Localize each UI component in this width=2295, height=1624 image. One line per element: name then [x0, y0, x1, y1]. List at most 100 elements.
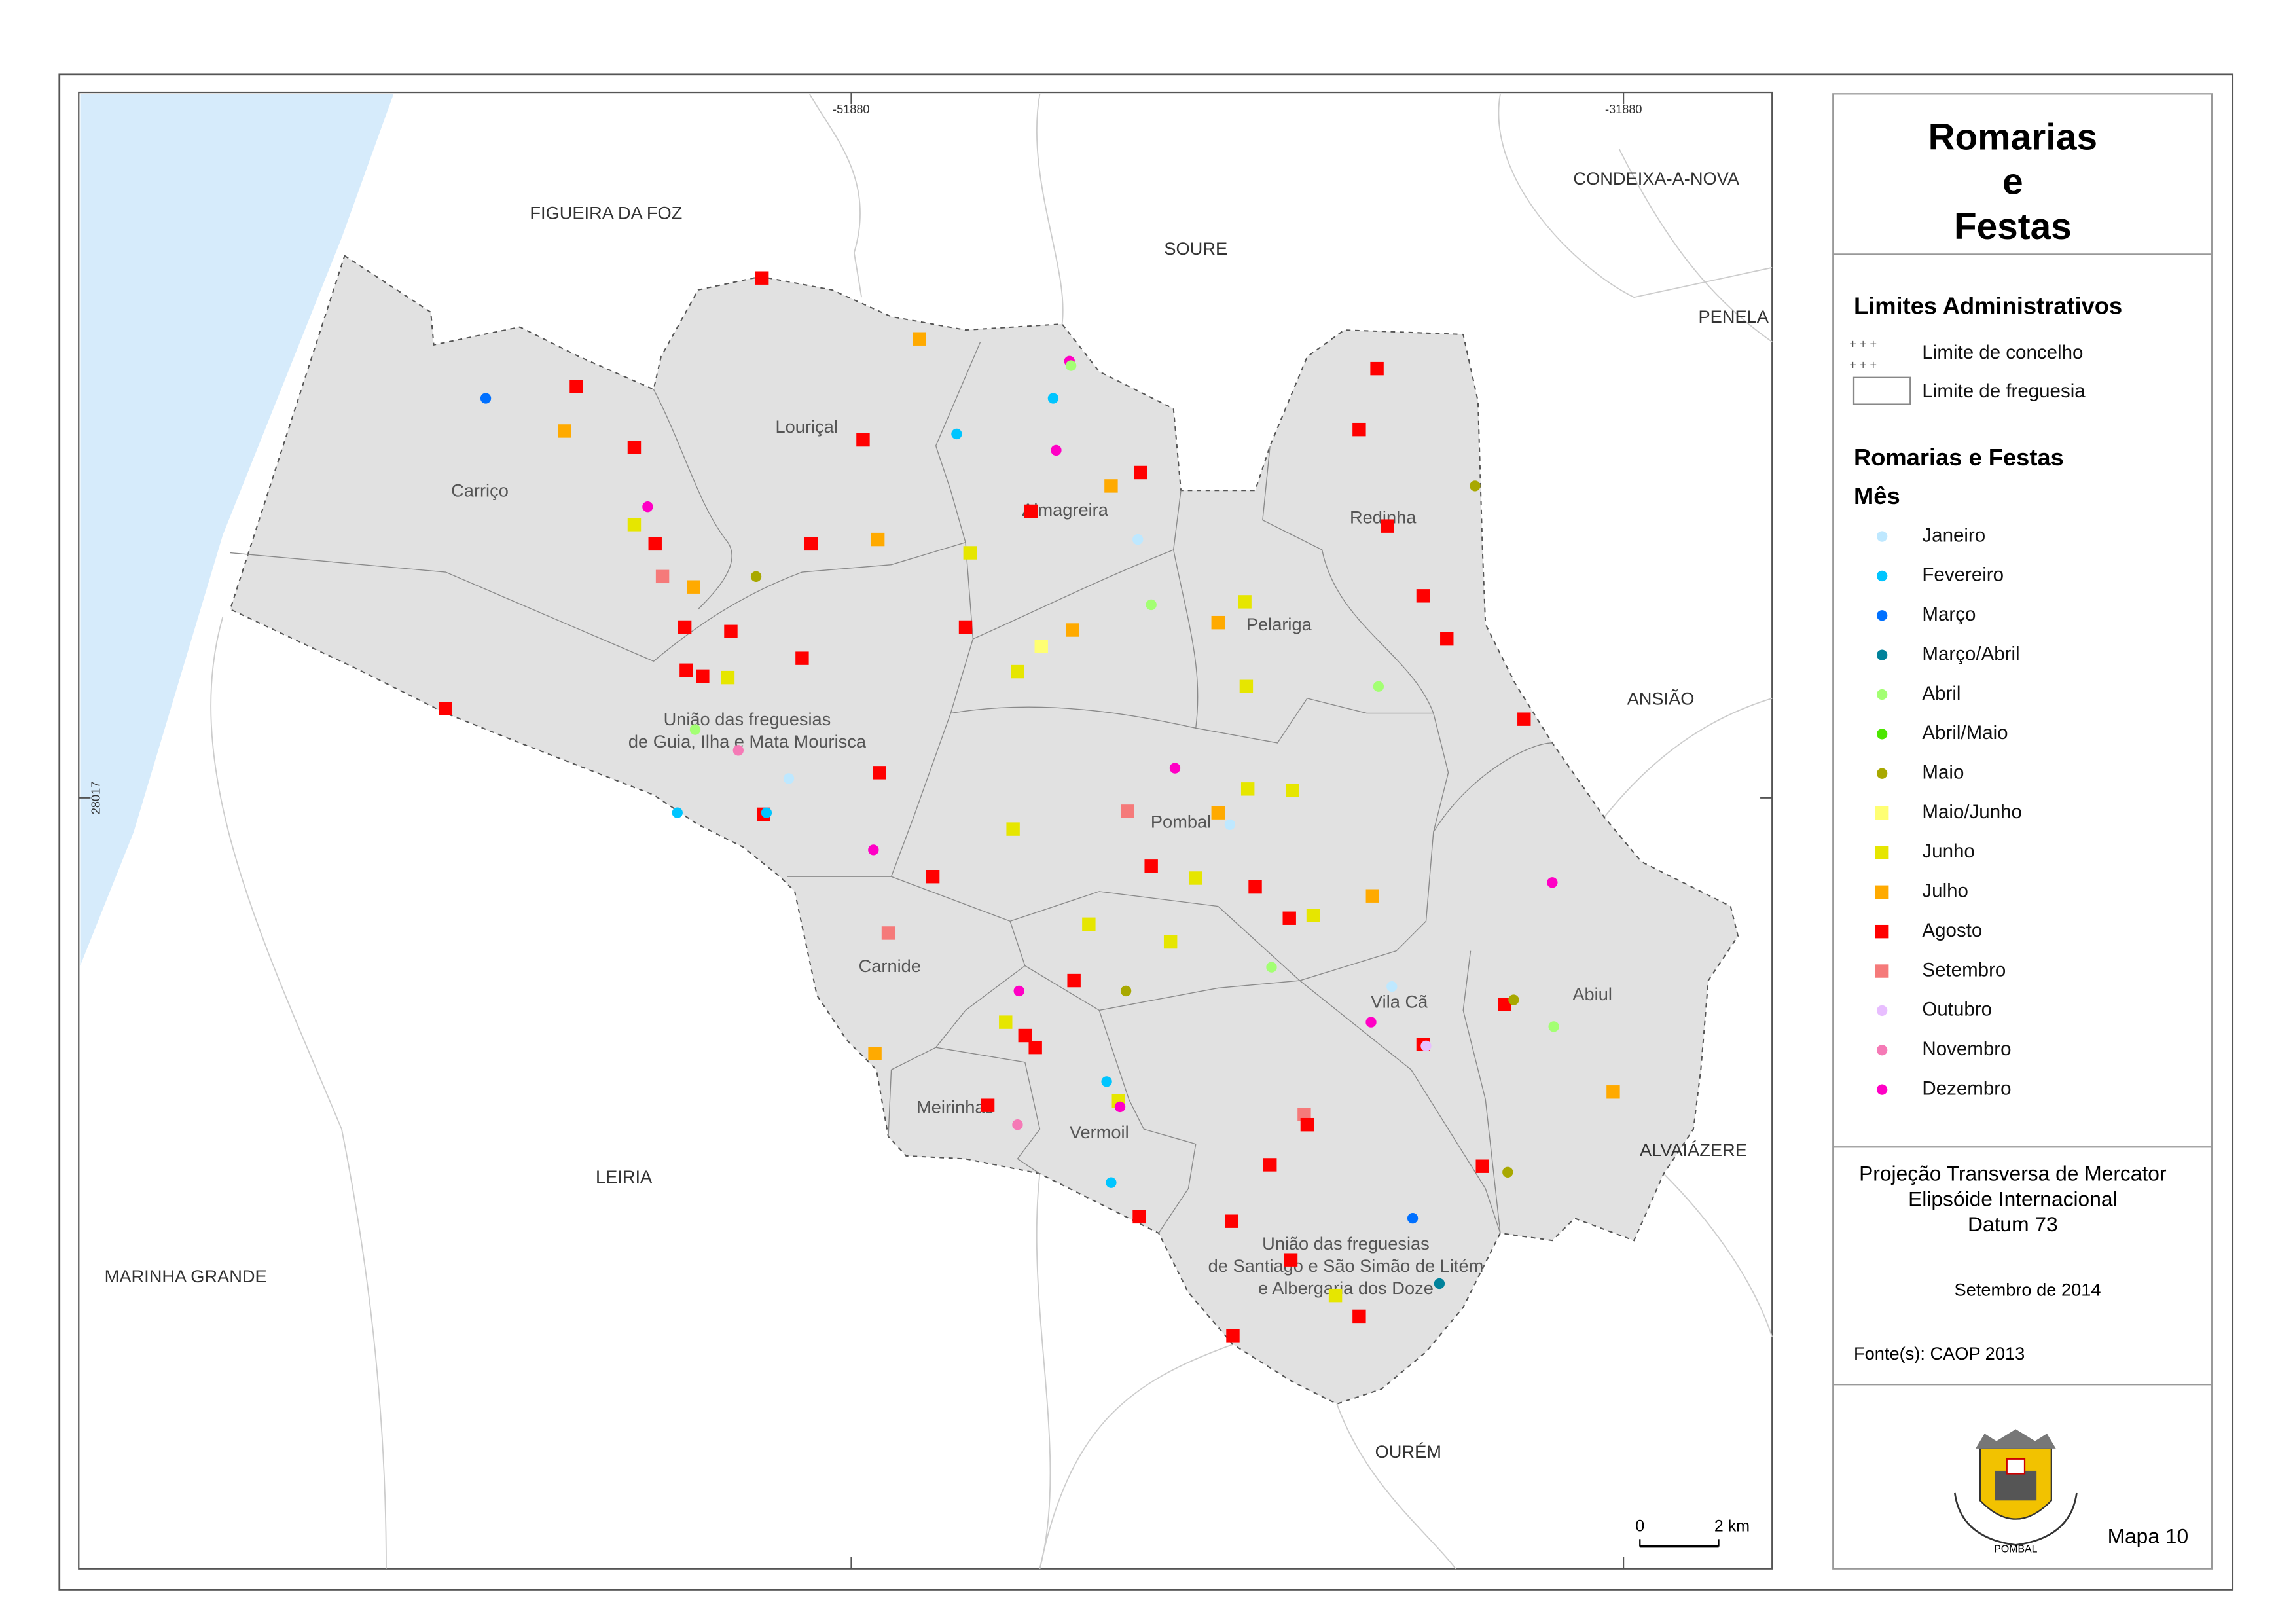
event-marker: [1875, 964, 1889, 978]
event-marker: [981, 1098, 995, 1112]
map-area: -51880 -31880 28017 FIGUEIRA DA FOZ SOURE…: [79, 92, 1773, 1570]
event-marker: [1420, 1040, 1432, 1052]
legend-heading: Romarias e Festas: [1854, 444, 2064, 471]
parish-boundaries: [230, 342, 1553, 1234]
event-marker: [1434, 1278, 1445, 1290]
event-marker: [1065, 360, 1077, 371]
event-marker: [1297, 1108, 1311, 1121]
event-marker: [672, 807, 683, 818]
parish-label: de Guia, Ilha e Mata Mourisca: [628, 731, 867, 751]
event-marker: [1106, 1177, 1117, 1188]
emblem: POMBAL: [1953, 1429, 2078, 1555]
legend-heading: Limites Administrativos: [1854, 293, 2122, 319]
coordinate-label: -51880: [833, 103, 870, 116]
event-marker: [1240, 782, 1255, 796]
event-marker: [1011, 664, 1024, 679]
event-marker: [1548, 1021, 1559, 1032]
event-marker: [1876, 649, 1888, 660]
event-marker: [1470, 480, 1481, 492]
place-label: PENELA: [1699, 306, 1769, 327]
place-label: ALVAIÁZERE: [1640, 1140, 1747, 1160]
coordinate-label: 28017: [89, 782, 102, 814]
event-marker: [1876, 1005, 1888, 1017]
crown: [1976, 1429, 2056, 1449]
parish-label: Carriço: [451, 480, 509, 501]
event-marker: [963, 546, 977, 560]
event-marker: [1328, 1288, 1343, 1303]
parish-label: Vila Cã: [1371, 991, 1428, 1011]
projection-line: Datum 73: [1968, 1212, 2058, 1236]
municipality-boundary: [229, 255, 1739, 1405]
event-marker: [1132, 1210, 1146, 1224]
projection-line: Elipsóide Internacional: [1908, 1187, 2117, 1210]
event-marker: [1352, 422, 1366, 437]
event-marker: [1066, 623, 1079, 637]
event-marker: [1114, 1101, 1126, 1113]
grid-ticks: [79, 92, 1773, 1569]
event-marker: [1547, 877, 1558, 888]
source: Fonte(s): CAOP 2013: [1854, 1343, 2025, 1363]
projection-line: Projeção Transversa de Mercator: [1859, 1162, 2167, 1185]
parish-label: Pombal: [1151, 812, 1211, 832]
event-marker: [721, 670, 735, 685]
event-marker: [1051, 444, 1062, 456]
legend-item: Março: [1922, 604, 1976, 625]
freguesia-symbol: [1852, 376, 1911, 405]
ribbon: [1953, 1492, 2078, 1546]
title-line: Festas: [1954, 206, 2072, 247]
event-marker: [1306, 909, 1320, 922]
parish-label: e Albergaria dos Doze: [1258, 1278, 1434, 1298]
event-marker: [627, 518, 642, 532]
event-marker: [1365, 1017, 1377, 1028]
event-marker: [439, 702, 452, 715]
event-marker: [755, 271, 769, 285]
event-marker: [1416, 589, 1430, 603]
event-marker: [1018, 1028, 1032, 1043]
event-marker: [926, 870, 940, 884]
event-marker: [679, 663, 693, 677]
parish-label: Pelariga: [1246, 614, 1312, 634]
event-marker: [1226, 1329, 1240, 1343]
legend-item: Abril: [1922, 683, 1961, 704]
event-marker: [724, 624, 738, 638]
event-marker: [1006, 822, 1020, 836]
month-legend: Janeiro Fevereiro Março Março/Abril Abril Abr…: [1875, 524, 2022, 1099]
event-marker: [1606, 1085, 1620, 1099]
legend-item: Setembro: [1922, 959, 2006, 981]
event-marker: [687, 580, 700, 594]
coordinate-label: -31880: [1605, 103, 1642, 116]
event-marker: [1144, 859, 1158, 873]
event-marker: [1211, 806, 1225, 820]
event-marker: [678, 620, 692, 634]
scale-bar: 0 2 km: [1635, 1517, 1750, 1548]
parish-label: Carnide: [859, 956, 921, 976]
event-marker: [1475, 1159, 1489, 1173]
event-marker: [999, 1015, 1013, 1029]
event-marker: [1407, 1212, 1419, 1224]
event-marker: [1034, 640, 1048, 653]
event-marker: [1024, 504, 1038, 518]
event-marker: [1028, 1040, 1042, 1055]
event-marker: [1211, 615, 1225, 630]
event-marker: [1381, 519, 1394, 533]
event-marker: [648, 537, 662, 551]
legend-item: Março/Abril: [1922, 643, 2019, 664]
title-line: e: [2002, 162, 2023, 203]
legend-item: Julho: [1922, 880, 1968, 902]
parish-label: União das freguesias: [1262, 1233, 1430, 1254]
place-label: OURÉM: [1375, 1441, 1441, 1462]
event-marker: [1440, 632, 1454, 646]
event-markers: [439, 271, 1620, 1343]
scale-label: 0: [1635, 1517, 1644, 1536]
event-marker: [1266, 962, 1277, 973]
labels: FIGUEIRA DA FOZ SOURE CONDEIXA-A-NOVA PENEL…: [105, 168, 1769, 1462]
event-marker: [1498, 998, 1511, 1011]
event-marker: [1373, 681, 1384, 692]
event-marker: [1508, 994, 1519, 1005]
svg-text:+ + +: + + +: [1849, 358, 1877, 371]
event-marker: [1875, 924, 1889, 939]
event-marker: [1134, 465, 1148, 480]
